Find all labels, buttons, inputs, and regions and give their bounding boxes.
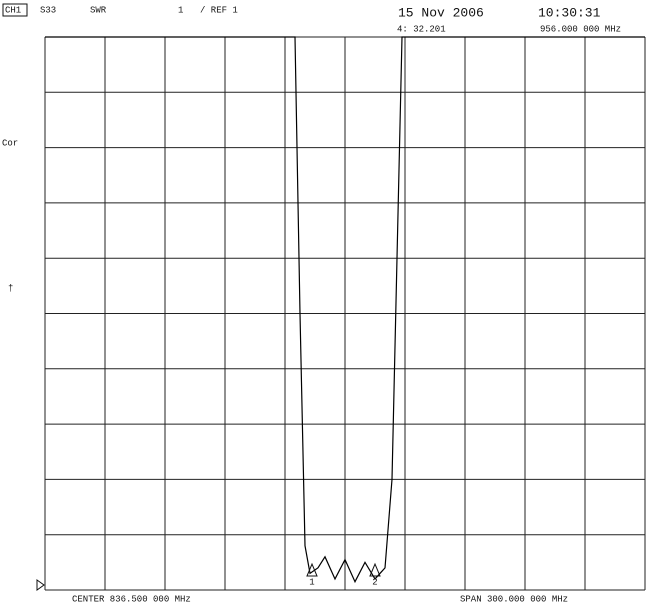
marker-label: 2 [372,577,377,587]
time: 10:30:31 [538,5,601,20]
marker-readout: 4: 32.201 [397,24,446,34]
marker [306,562,318,577]
correction-flag: Cor [2,138,18,148]
channel-box [2,3,28,17]
trace [45,36,645,584]
channel: CH1 [5,5,21,15]
marker [369,562,381,577]
parameter: S33 [40,5,56,15]
center-frequency: CENTER 836.500 000 MHz [72,594,191,604]
reference-pointer [36,579,45,591]
date: 15 Nov 2006 [398,5,484,20]
format: SWR [90,5,107,15]
reference: / REF 1 [200,5,238,15]
scale: 1 [178,5,183,15]
span: SPAN 300.000 000 MHz [460,594,568,604]
status-flag: † [8,283,13,293]
marker-frequency: 956.000 000 MHz [540,24,621,34]
marker-label: 1 [309,577,314,587]
